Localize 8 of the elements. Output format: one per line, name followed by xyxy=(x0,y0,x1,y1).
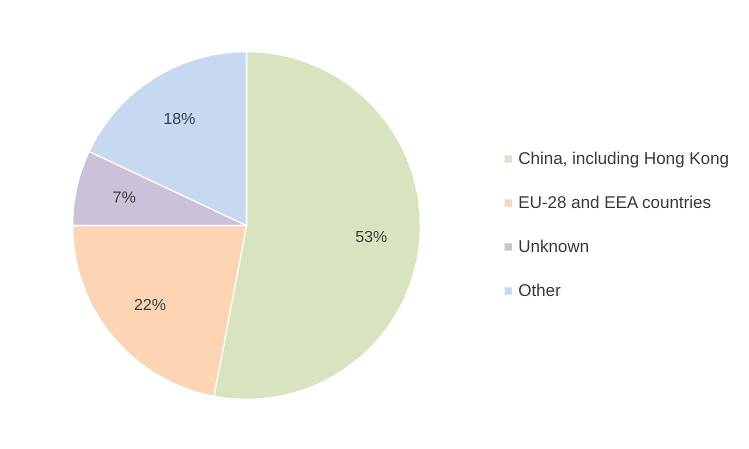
data-label: 7% xyxy=(112,190,136,207)
legend-label: Unknown xyxy=(518,236,590,256)
data-label: 22% xyxy=(134,296,166,314)
data-label: 53% xyxy=(355,228,388,246)
data-label: 18% xyxy=(163,111,196,128)
legend-label: China, including Hong Kong xyxy=(518,148,729,168)
legend-label: EU-28 and EEA countries xyxy=(518,192,712,212)
legend-label: Other xyxy=(518,280,561,300)
